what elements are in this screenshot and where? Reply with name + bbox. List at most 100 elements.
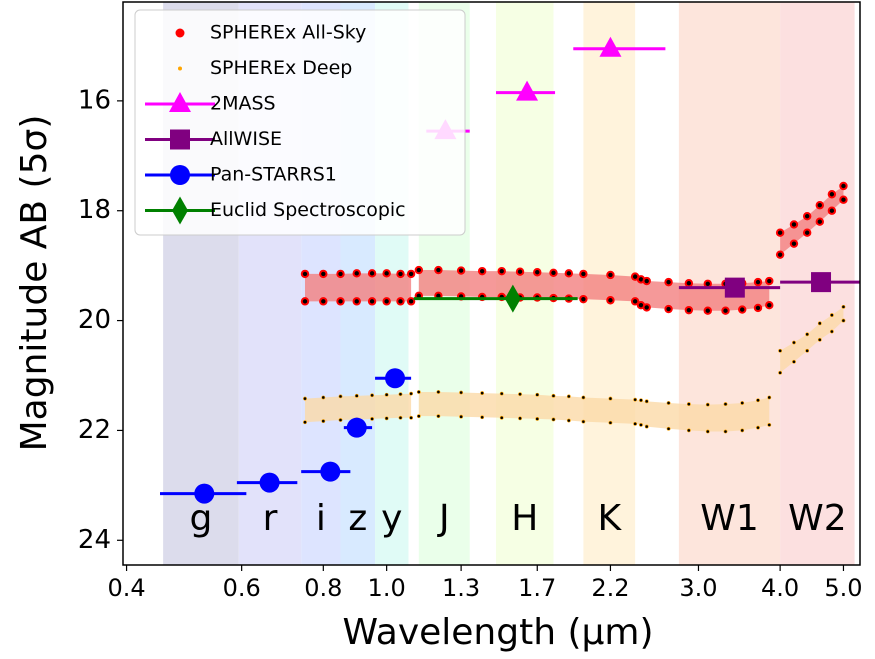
limit-point bbox=[384, 416, 389, 421]
legend-box bbox=[134, 9, 466, 236]
limit-point bbox=[841, 318, 846, 323]
limit-point bbox=[581, 395, 586, 400]
limit-point bbox=[551, 417, 556, 422]
limit-point bbox=[765, 300, 774, 310]
limit-point bbox=[606, 296, 615, 305]
limit-point bbox=[416, 390, 421, 394]
limit-point bbox=[644, 399, 649, 404]
x-tick-label: 0.6 bbox=[223, 574, 261, 602]
legend-label: 2MASS bbox=[210, 93, 276, 115]
marker bbox=[504, 284, 521, 313]
legend-marker bbox=[172, 196, 188, 225]
limit-point bbox=[336, 297, 345, 306]
limit-point bbox=[684, 279, 694, 288]
limit-point bbox=[398, 415, 403, 420]
limit-point bbox=[480, 415, 485, 420]
limit-point bbox=[792, 340, 796, 345]
limit-point bbox=[817, 321, 822, 326]
limit-point bbox=[321, 419, 326, 423]
limit-point bbox=[789, 220, 799, 229]
limit-point bbox=[753, 303, 763, 313]
band-label: i bbox=[316, 498, 326, 539]
limit-point bbox=[778, 370, 783, 375]
limit-point bbox=[382, 297, 391, 306]
limit-point bbox=[805, 332, 810, 337]
limit-point bbox=[477, 266, 487, 276]
limit-point bbox=[518, 392, 522, 397]
legend-label: Euclid Spectroscopic bbox=[210, 199, 406, 221]
x-tick-label: 2.2 bbox=[591, 574, 629, 602]
limit-band bbox=[418, 391, 770, 432]
limit-point bbox=[756, 425, 760, 430]
legend: SPHEREx All-Sky SPHEREx Deep 2MASS AllWISE P… bbox=[134, 9, 466, 236]
y-tick-label: 24 bbox=[78, 525, 111, 555]
limit-point bbox=[319, 269, 328, 279]
limit-point bbox=[581, 419, 586, 424]
x-tick-label: 1.3 bbox=[442, 574, 480, 602]
limit-point bbox=[703, 279, 712, 288]
limit-point bbox=[827, 206, 837, 215]
limit-band bbox=[304, 273, 412, 302]
limit-point bbox=[630, 297, 640, 306]
limit-point bbox=[829, 329, 834, 334]
band-label: g bbox=[190, 498, 213, 539]
limit-point bbox=[740, 401, 745, 405]
marker bbox=[320, 461, 341, 482]
limit-point bbox=[753, 277, 763, 287]
limit-point bbox=[406, 297, 416, 306]
limit-point bbox=[352, 297, 361, 306]
legend-label: SPHEREx All-Sky bbox=[210, 22, 366, 44]
x-tick-label: 0.4 bbox=[107, 574, 145, 602]
limit-point bbox=[723, 429, 728, 434]
legend-marker bbox=[170, 165, 190, 185]
limit-point bbox=[738, 305, 747, 314]
limit-point bbox=[740, 428, 745, 433]
limit-point bbox=[817, 337, 822, 342]
limit-point bbox=[533, 268, 542, 277]
marker bbox=[811, 272, 832, 293]
limit-point bbox=[434, 265, 443, 275]
legend-label: SPHEREx Deep bbox=[210, 57, 352, 79]
limit-point bbox=[767, 395, 772, 400]
limit-point bbox=[633, 397, 638, 402]
x-tick-label: 3.0 bbox=[679, 574, 717, 602]
band-label: W1 bbox=[700, 498, 759, 539]
limit-point bbox=[792, 359, 796, 364]
limit-point bbox=[642, 276, 651, 286]
limit-point bbox=[566, 418, 571, 423]
limit-point bbox=[406, 269, 416, 279]
marker bbox=[385, 368, 406, 389]
limit-point bbox=[416, 414, 421, 419]
limit-point bbox=[633, 421, 638, 426]
limit-point bbox=[303, 396, 307, 401]
limit-point bbox=[686, 402, 691, 406]
limit-point bbox=[721, 306, 730, 315]
limit-point bbox=[686, 428, 691, 433]
limit-point bbox=[664, 304, 673, 314]
limit-point bbox=[666, 401, 671, 405]
limit-band bbox=[304, 393, 412, 423]
limit-point bbox=[775, 228, 785, 237]
y-tick-label: 18 bbox=[78, 195, 111, 225]
x-axis-label: Wavelength (μm) bbox=[342, 612, 653, 653]
limit-point bbox=[705, 429, 710, 434]
y-axis-label: Magnitude AB (5σ) bbox=[14, 115, 55, 452]
limit-point bbox=[409, 391, 414, 396]
limit-point bbox=[579, 294, 588, 304]
limit-point bbox=[398, 392, 403, 397]
limit-point bbox=[839, 195, 848, 204]
limit-point bbox=[396, 269, 405, 279]
limit-point bbox=[815, 217, 824, 226]
band-label: H bbox=[511, 498, 538, 539]
limit-point bbox=[354, 393, 359, 398]
limit-band bbox=[780, 306, 844, 373]
limit-point bbox=[535, 416, 540, 421]
limit-point bbox=[336, 269, 345, 279]
limit-point bbox=[338, 394, 343, 399]
limit-point bbox=[370, 393, 374, 398]
marker bbox=[516, 80, 539, 101]
x-tick-label: 1.0 bbox=[368, 574, 406, 602]
y-tick-label: 20 bbox=[78, 305, 111, 335]
limit-point bbox=[815, 201, 824, 210]
limit-point bbox=[515, 267, 525, 276]
